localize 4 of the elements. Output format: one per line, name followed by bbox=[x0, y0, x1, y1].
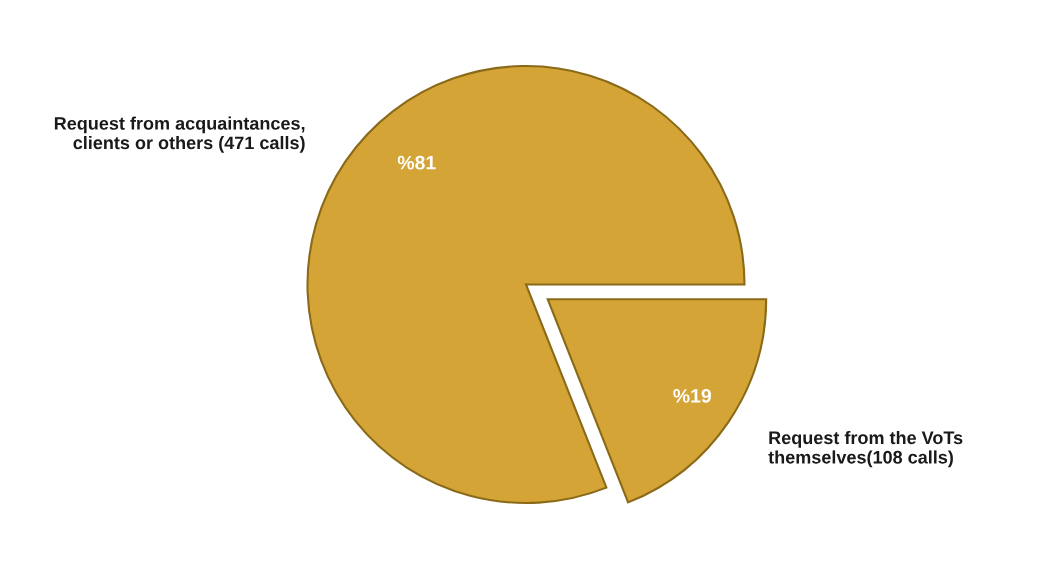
data-label: %19 bbox=[673, 388, 711, 403]
data-label: %81 bbox=[397, 155, 436, 170]
slice-label: Request from the VoTs themselves(108 calls) bbox=[768, 430, 963, 468]
slice-label: Request from acquaintances, clients or others (471 calls) bbox=[54, 116, 305, 153]
